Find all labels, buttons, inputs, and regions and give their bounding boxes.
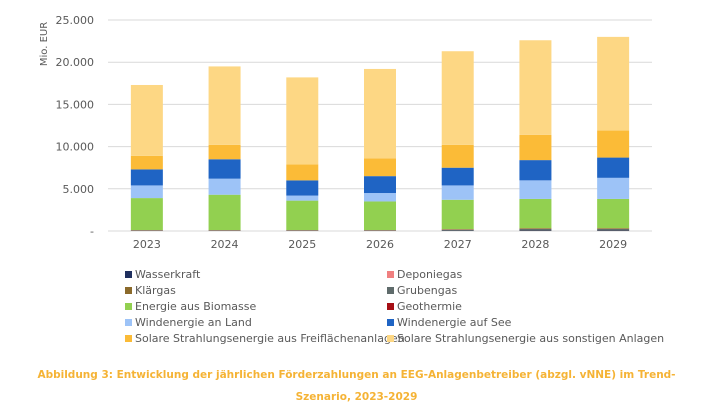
legend-item: Geothermie [387, 298, 665, 314]
y-tick-label: 15.000 [56, 98, 95, 111]
x-tick-label: 2027 [444, 238, 472, 251]
legend-swatch [387, 335, 394, 342]
bar-segment [519, 229, 551, 231]
y-axis-label: Mio. EUR [39, 22, 50, 66]
x-tick-label: 2026 [366, 238, 394, 251]
bar-segment [131, 198, 163, 230]
legend-item: Deponiegas [387, 266, 665, 282]
bar-stack-2024 [209, 66, 241, 231]
legend-swatch [125, 303, 132, 310]
legend-swatch [125, 287, 132, 294]
bar-segment [442, 51, 474, 145]
y-tick-label: - [90, 225, 94, 238]
x-axis-ticks: 2023 2024 2025 2026 2027 2028 2029 [133, 238, 627, 251]
legend-item: Grubengas [387, 282, 665, 298]
legend-label: Klärgas [135, 284, 176, 297]
bar-stack-2027 [442, 51, 474, 231]
x-tick-label: 2024 [211, 238, 239, 251]
y-tick-label: 20.000 [56, 56, 95, 69]
bar-segment [519, 40, 551, 135]
bar-segment [286, 164, 318, 180]
x-tick-label: 2023 [133, 238, 161, 251]
bar-segment [209, 145, 241, 159]
y-tick-label: 25.000 [56, 14, 95, 27]
bar-stack-2023 [131, 85, 163, 231]
bar-segment [286, 201, 318, 231]
legend: Wasserkraft Deponiegas Klärgas Grubengas Ene… [125, 266, 665, 346]
bar-segment [442, 185, 474, 199]
x-tick-label: 2028 [521, 238, 549, 251]
bar-segment [364, 201, 396, 230]
legend-label: Solare Strahlungsenergie aus sonstigen A… [397, 332, 664, 345]
legend-label: Windenergie an Land [135, 316, 252, 329]
bar-segment [597, 37, 629, 131]
y-tick-label: 5.000 [63, 183, 95, 196]
legend-label: Deponiegas [397, 268, 462, 281]
bar-segment [364, 69, 396, 158]
legend-item: Windenergie an Land [125, 314, 387, 330]
bar-segment [442, 145, 474, 168]
legend-label: Wasserkraft [135, 268, 200, 281]
bar-segment [209, 159, 241, 178]
bar-segment [286, 180, 318, 195]
legend-swatch [387, 287, 394, 294]
y-axis-ticks: - 5.000 10.000 15.000 20.000 25.000 [56, 14, 95, 238]
bar-segment [442, 230, 474, 231]
bar-segment [597, 199, 629, 229]
bar-segment [597, 158, 629, 178]
legend-swatch [387, 319, 394, 326]
bar-segment [597, 229, 629, 231]
bar-segment [519, 135, 551, 160]
legend-item: Solare Strahlungsenergie aus Freiflächen… [125, 330, 387, 346]
legend-label: Geothermie [397, 300, 462, 313]
legend-swatch [387, 271, 394, 278]
bar-segment [442, 200, 474, 230]
legend-label: Windenergie auf See [397, 316, 511, 329]
bar-segment [519, 160, 551, 180]
legend-item: Solare Strahlungsenergie aus sonstigen A… [387, 330, 665, 346]
legend-label: Energie aus Biomasse [135, 300, 256, 313]
legend-swatch [125, 335, 132, 342]
bar-segment [131, 185, 163, 198]
bar-segment [209, 66, 241, 144]
legend-item: Windenergie auf See [387, 314, 665, 330]
bar-segment [364, 193, 396, 201]
legend-swatch [387, 303, 394, 310]
bar-segment [286, 77, 318, 164]
legend-swatch [125, 271, 132, 278]
legend-item: Energie aus Biomasse [125, 298, 387, 314]
x-tick-label: 2025 [288, 238, 316, 251]
legend-item: Wasserkraft [125, 266, 387, 282]
bar-segment [209, 179, 241, 195]
figure-caption: Abbildung 3: Entwicklung der jährlichen … [20, 364, 693, 408]
bar-segment [364, 176, 396, 193]
bars [131, 37, 629, 231]
bar-stack-2029 [597, 37, 629, 231]
bar-segment [131, 156, 163, 170]
bar-segment [519, 180, 551, 199]
bar-segment [597, 178, 629, 199]
x-tick-label: 2029 [599, 238, 627, 251]
bar-segment [286, 196, 318, 201]
bar-segment [364, 158, 396, 176]
legend-label: Grubengas [397, 284, 457, 297]
legend-item: Klärgas [125, 282, 387, 298]
bar-segment [442, 168, 474, 186]
caption-line-1: Abbildung 3: Entwicklung der jährlichen … [20, 364, 693, 386]
bar-segment [519, 199, 551, 229]
legend-swatch [125, 319, 132, 326]
bar-segment [597, 131, 629, 158]
bar-segment [209, 195, 241, 230]
bar-segment [131, 85, 163, 156]
bar-segment [131, 169, 163, 185]
bar-stack-2025 [286, 77, 318, 231]
bar-stack-2026 [364, 69, 396, 231]
bar-stack-2028 [519, 40, 551, 231]
y-tick-label: 10.000 [56, 141, 95, 154]
legend-label: Solare Strahlungsenergie aus Freiflächen… [135, 332, 405, 345]
